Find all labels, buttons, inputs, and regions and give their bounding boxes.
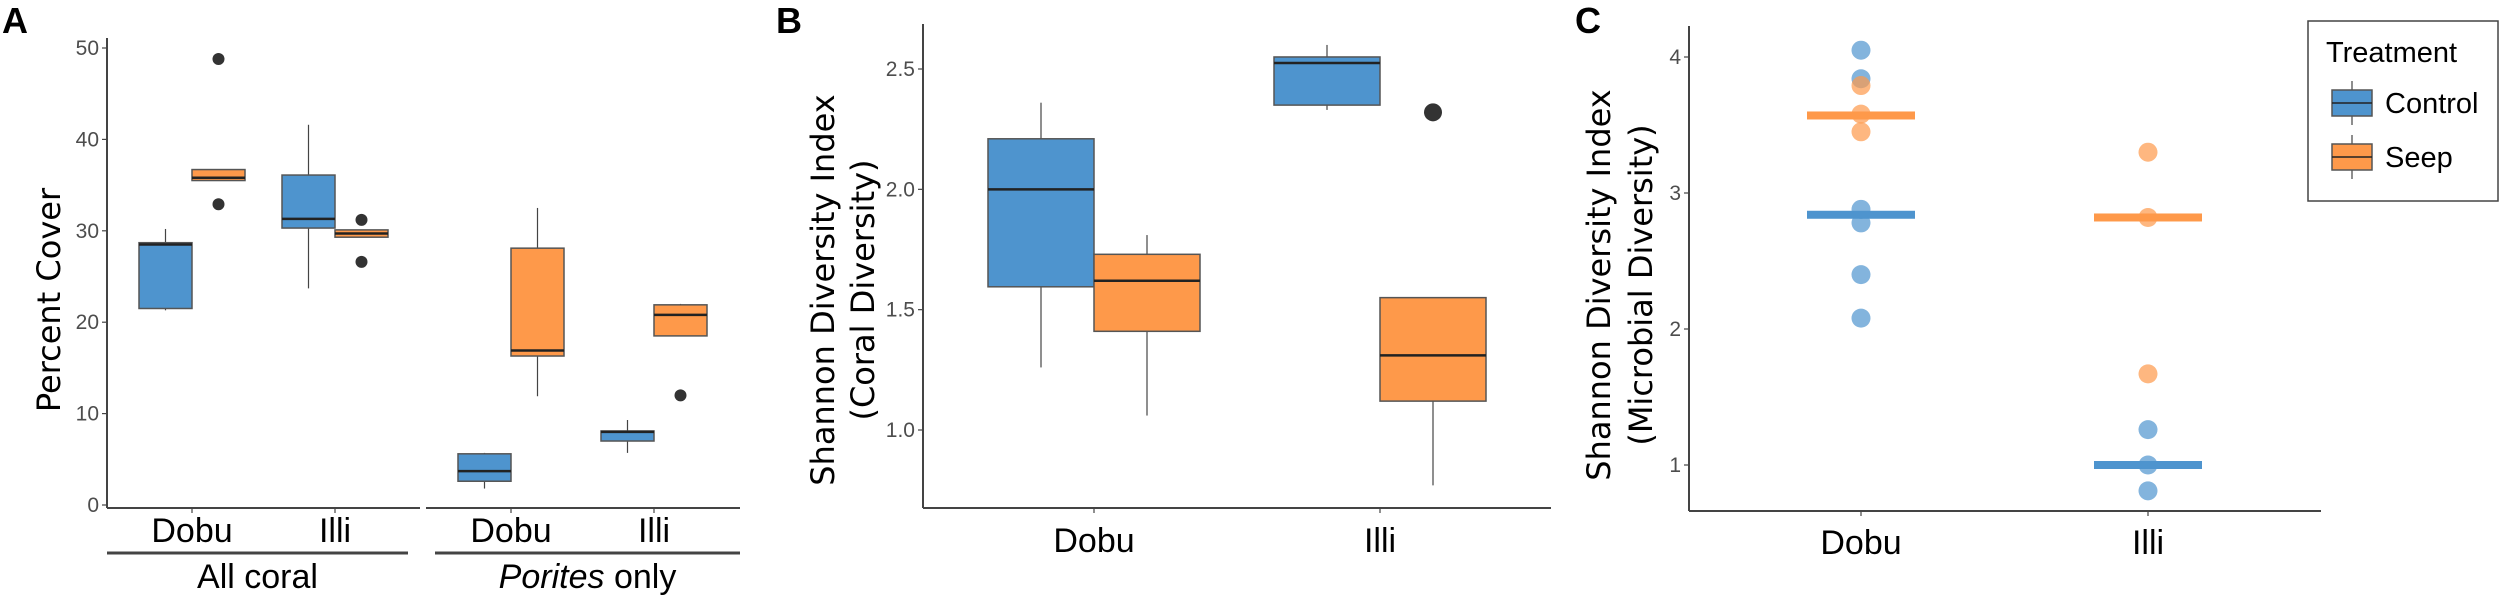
y-tick-label: 30 [76, 220, 99, 243]
facet-label: All coral [197, 558, 318, 596]
box-dobu-seep-box [510, 247, 565, 357]
box-dobu-control-box [138, 241, 193, 310]
panel-label: B [776, 0, 802, 41]
mean-bar-illi-seep [2094, 213, 2202, 222]
point-dobu-control [1851, 265, 1871, 285]
x-tick-label: Illi [2132, 524, 2164, 562]
y-tick-label: 1 [1669, 454, 1681, 477]
y-axis-title: Percent Cover [30, 187, 68, 412]
panel-label: C [1575, 0, 1601, 41]
y-tick-label: 20 [76, 311, 99, 334]
legend-item-label: Seep [2385, 142, 2453, 174]
point-illi-control [2138, 420, 2158, 440]
x-tick-label: Dobu [470, 512, 551, 550]
box-illi-seep-box [653, 304, 708, 337]
mean-bar-dobu-control [1807, 210, 1915, 219]
x-tick-label: Dobu [151, 512, 232, 550]
box-dobu-seep-box [1093, 253, 1201, 333]
point-illi-seep [2138, 142, 2158, 162]
y-tick-label: 2.5 [886, 58, 915, 81]
box-dobu-control-box [987, 138, 1095, 288]
box-dobu-seep-outlier [212, 198, 225, 211]
box-dobu-control-box [457, 453, 512, 482]
x-tick-label: Illi [1364, 522, 1396, 560]
box-illi-seep-outlier [355, 213, 368, 226]
panel-c: C 1 2 3 4 Shannon Diversity Index (Microbial D… [1575, 0, 2321, 562]
facet-label-rest: only [605, 558, 677, 596]
box-illi-seep-outlier [674, 389, 687, 402]
y-tick-label: 3 [1669, 182, 1681, 205]
box-illi-seep-box [1379, 296, 1487, 402]
point-illi-control [2138, 481, 2158, 501]
facet-label: Porites only [499, 558, 677, 596]
y-tick-label: 50 [76, 37, 99, 60]
x-tick-label: Dobu [1053, 522, 1134, 560]
box-illi-control-box [1273, 56, 1381, 106]
y-tick-label: 2.0 [886, 178, 915, 201]
y-tick-label: 2 [1669, 318, 1681, 341]
x-tick-label: Illi [638, 512, 670, 550]
panel-b: B 1.0 1.5 2.0 2.5 Shannon Diversity Index (Cor… [776, 0, 1551, 560]
y-axis-title-line2: (Coral Diversity) [844, 159, 882, 420]
legend-title: Treatment [2326, 37, 2457, 69]
y-axis-title-line2: (Microbial Diversity) [1622, 124, 1660, 445]
y-tick-label: 0 [87, 494, 99, 517]
mean-bar-illi-control [2094, 461, 2202, 469]
y-tick-label: 10 [76, 403, 99, 426]
box-illi-seep-outlier [1424, 103, 1442, 122]
panel-label: A [2, 0, 28, 41]
x-tick-label: Dobu [1820, 524, 1901, 562]
point-dobu-seep [1851, 76, 1871, 96]
y-tick-label: 1.0 [886, 419, 915, 442]
facet-label-italic: Porites [499, 558, 605, 596]
y-axis-title-line1: Shannon Diversity Index [804, 94, 842, 485]
mean-bar-dobu-seep [1807, 111, 1915, 120]
y-tick-label: 1.5 [886, 299, 915, 322]
point-dobu-control [1851, 40, 1871, 60]
point-illi-seep [2138, 364, 2158, 384]
y-axis-title-line1: Shannon Diversity Index [1580, 89, 1618, 480]
box-dobu-seep-box [191, 168, 246, 182]
legend: Treatment Control Seep [2307, 20, 2499, 202]
box-illi-seep-outlier [355, 255, 368, 268]
box-dobu-seep-outlier [212, 52, 225, 65]
point-dobu-control [1851, 308, 1871, 328]
y-tick-label: 4 [1669, 46, 1681, 69]
y-tick-label: 40 [76, 128, 99, 151]
x-tick-label: Illi [319, 512, 351, 550]
point-dobu-seep [1851, 122, 1871, 142]
legend-item-label: Control [2385, 88, 2479, 120]
